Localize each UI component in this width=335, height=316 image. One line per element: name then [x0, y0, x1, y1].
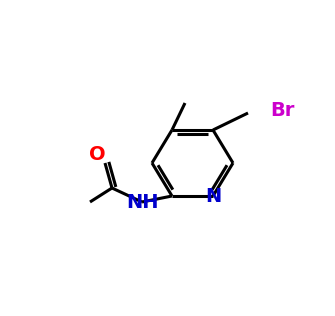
- Text: NH: NH: [126, 193, 158, 212]
- Text: N: N: [205, 187, 221, 206]
- Text: Br: Br: [270, 100, 294, 119]
- Text: O: O: [89, 145, 105, 165]
